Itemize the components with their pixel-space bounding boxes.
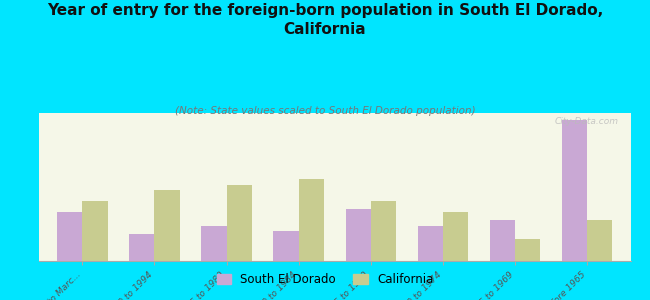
Bar — [155, 190, 179, 261]
Bar — [370, 201, 396, 261]
Bar — [129, 234, 155, 261]
Bar — [83, 201, 107, 261]
Bar — [587, 220, 612, 261]
Bar — [515, 239, 540, 261]
Bar — [202, 226, 227, 261]
Text: Year of entry for the foreign-born population in South El Dorado,
California: Year of entry for the foreign-born popul… — [47, 3, 603, 37]
Legend: South El Dorado, California: South El Dorado, California — [212, 269, 438, 291]
Text: City-Data.com: City-Data.com — [554, 117, 619, 126]
Bar — [443, 212, 468, 261]
Bar — [227, 185, 252, 261]
Bar — [418, 226, 443, 261]
Bar — [346, 209, 370, 261]
Bar — [299, 179, 324, 261]
Bar — [57, 212, 83, 261]
Bar — [490, 220, 515, 261]
Bar — [562, 120, 587, 261]
Bar — [274, 231, 299, 261]
Text: (Note: State values scaled to South El Dorado population): (Note: State values scaled to South El D… — [175, 106, 475, 116]
